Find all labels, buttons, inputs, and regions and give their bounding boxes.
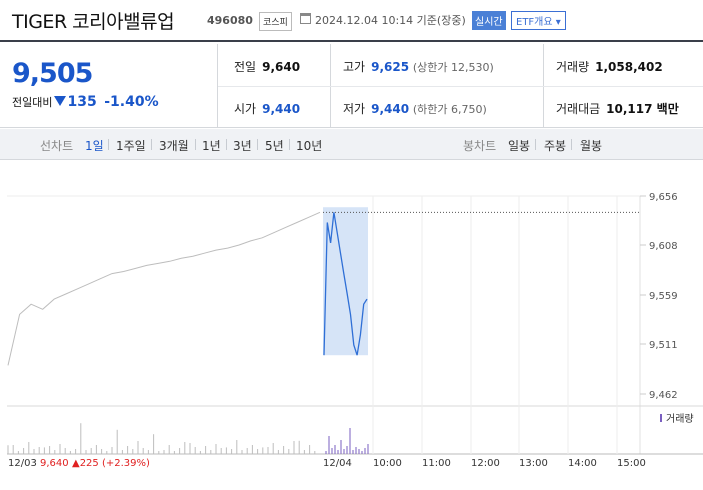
prev-day-close: 9,640 bbox=[40, 458, 69, 469]
tab-3m[interactable]: 3개월 bbox=[159, 139, 189, 153]
x-tick-label: 11:00 bbox=[422, 458, 451, 469]
tab-10y[interactable]: 10년 bbox=[296, 139, 323, 153]
ticker-code: 496080 bbox=[207, 14, 253, 27]
prev-day-date: 12/03 bbox=[8, 458, 37, 469]
y-tick-label: 9,656 bbox=[649, 192, 678, 203]
quote-panel: 9,505 전일대비 135 -1.40% 전일 9,640 고가 9,625 (상한… bbox=[0, 44, 703, 128]
change-percent: -1.40% bbox=[104, 94, 159, 110]
tab-daily[interactable]: 일봉 bbox=[508, 139, 531, 153]
price-chart-svg: 9,656 9,608 9,559 9,511 9,462 12/04 10:00 11:0… bbox=[7, 192, 703, 469]
tab-1w[interactable]: 1주일 bbox=[116, 139, 146, 153]
tab-1y[interactable]: 1년 bbox=[202, 139, 221, 153]
price-chart[interactable]: 9,656 9,608 9,559 9,511 9,462 12/04 10:00 11:0… bbox=[0, 160, 703, 486]
y-tick-label: 9,462 bbox=[649, 390, 678, 401]
calendar-icon bbox=[300, 13, 311, 24]
y-tick-label: 9,559 bbox=[649, 291, 678, 302]
down-arrow-icon bbox=[54, 96, 67, 106]
prev-day-change: ▲225 (+2.39%) bbox=[72, 458, 150, 469]
tab-1d[interactable]: 1일 bbox=[85, 139, 104, 153]
change-value: 135 bbox=[67, 94, 97, 110]
tab-monthly[interactable]: 월봉 bbox=[580, 139, 603, 153]
low-price: 저가 9,440 (하한가 6,750) bbox=[343, 102, 487, 116]
y-tick-label: 9,511 bbox=[649, 340, 678, 351]
timestamp: 2024.12.04 10:14 기준(장중) bbox=[315, 14, 466, 27]
high-price: 고가 9,625 (상한가 12,530) bbox=[343, 60, 494, 74]
prev-day-price-line bbox=[7, 211, 321, 366]
chart-tabbar: 선차트 1일 1주일 3개월 1년 3년 5년 10년 봉차트 일봉 주봉 월봉 bbox=[0, 129, 703, 160]
realtime-badge: 실시간 bbox=[472, 11, 506, 30]
trade-amount: 거래대금 10,117 백만 bbox=[556, 102, 679, 116]
price-box: 9,505 전일대비 135 -1.40% bbox=[0, 44, 218, 128]
x-tick-label: 15:00 bbox=[617, 458, 646, 469]
tab-weekly[interactable]: 주봉 bbox=[544, 139, 567, 153]
volume-legend-label: 거래량 bbox=[666, 413, 694, 425]
market-badge: 코스피 bbox=[259, 12, 292, 31]
header: TIGER 코리아밸류업 496080 코스피 2024.12.04 10:14… bbox=[0, 0, 703, 42]
change-label: 전일대비 bbox=[12, 96, 53, 109]
tab-5y[interactable]: 5년 bbox=[265, 139, 284, 153]
etf-overview-button[interactable]: ETF개요 ▾ bbox=[511, 11, 566, 30]
etf-title: TIGER 코리아밸류업 bbox=[12, 11, 175, 33]
tab-3y[interactable]: 3년 bbox=[233, 139, 252, 153]
candle-chart-label: 봉차트 bbox=[463, 139, 497, 153]
change-row: 전일대비 135 -1.40% bbox=[12, 94, 159, 110]
x-tick-label: 12:00 bbox=[471, 458, 500, 469]
today-price-line bbox=[323, 212, 368, 356]
volume: 거래량 1,058,402 bbox=[556, 60, 663, 74]
current-price: 9,505 bbox=[12, 58, 93, 89]
x-tick-label: 10:00 bbox=[373, 458, 402, 469]
x-tick-label: 14:00 bbox=[568, 458, 597, 469]
y-tick-label: 9,608 bbox=[649, 241, 678, 252]
prev-close: 전일 9,640 bbox=[234, 60, 301, 74]
x-tick-label: 13:00 bbox=[519, 458, 548, 469]
open-price: 시가 9,440 bbox=[234, 102, 301, 116]
line-chart-label: 선차트 bbox=[40, 139, 74, 153]
x-tick-label: 12/04 bbox=[323, 458, 352, 469]
volume-legend-icon bbox=[660, 414, 662, 422]
